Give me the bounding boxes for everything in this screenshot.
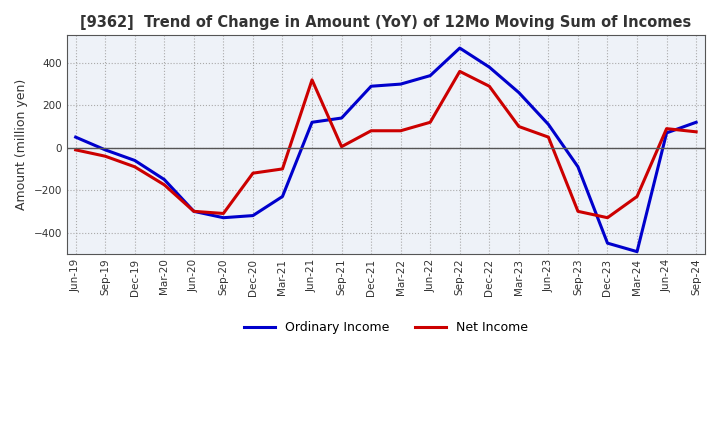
Net Income bbox=[278, 166, 287, 172]
Net Income bbox=[307, 77, 316, 83]
Y-axis label: Amount (million yen): Amount (million yen) bbox=[15, 79, 28, 210]
Net Income bbox=[396, 128, 405, 133]
Net Income bbox=[366, 128, 375, 133]
Net Income bbox=[662, 126, 671, 131]
Net Income bbox=[633, 194, 642, 199]
Net Income bbox=[426, 120, 435, 125]
Net Income bbox=[71, 147, 80, 153]
Net Income bbox=[544, 135, 553, 140]
Title: [9362]  Trend of Change in Amount (YoY) of 12Mo Moving Sum of Incomes: [9362] Trend of Change in Amount (YoY) o… bbox=[80, 15, 691, 30]
Net Income bbox=[456, 69, 464, 74]
Net Income bbox=[130, 164, 139, 169]
Ordinary Income bbox=[603, 241, 612, 246]
Ordinary Income bbox=[307, 120, 316, 125]
Ordinary Income bbox=[485, 65, 494, 70]
Ordinary Income bbox=[662, 130, 671, 136]
Net Income bbox=[219, 211, 228, 216]
Ordinary Income bbox=[337, 115, 346, 121]
Net Income bbox=[160, 182, 168, 187]
Ordinary Income bbox=[278, 194, 287, 199]
Ordinary Income bbox=[248, 213, 257, 218]
Ordinary Income bbox=[456, 45, 464, 51]
Line: Net Income: Net Income bbox=[76, 71, 696, 218]
Ordinary Income bbox=[160, 177, 168, 182]
Net Income bbox=[603, 215, 612, 220]
Ordinary Income bbox=[219, 215, 228, 220]
Line: Ordinary Income: Ordinary Income bbox=[76, 48, 696, 252]
Ordinary Income bbox=[101, 147, 109, 153]
Ordinary Income bbox=[130, 158, 139, 163]
Net Income bbox=[574, 209, 582, 214]
Net Income bbox=[515, 124, 523, 129]
Ordinary Income bbox=[692, 120, 701, 125]
Ordinary Income bbox=[189, 209, 198, 214]
Ordinary Income bbox=[366, 84, 375, 89]
Ordinary Income bbox=[544, 122, 553, 127]
Ordinary Income bbox=[574, 164, 582, 169]
Net Income bbox=[189, 209, 198, 214]
Net Income bbox=[692, 129, 701, 135]
Net Income bbox=[101, 154, 109, 159]
Net Income bbox=[248, 171, 257, 176]
Net Income bbox=[485, 84, 494, 89]
Legend: Ordinary Income, Net Income: Ordinary Income, Net Income bbox=[239, 316, 533, 339]
Net Income bbox=[337, 144, 346, 149]
Ordinary Income bbox=[71, 135, 80, 140]
Ordinary Income bbox=[515, 90, 523, 95]
Ordinary Income bbox=[426, 73, 435, 78]
Ordinary Income bbox=[633, 249, 642, 254]
Ordinary Income bbox=[396, 81, 405, 87]
